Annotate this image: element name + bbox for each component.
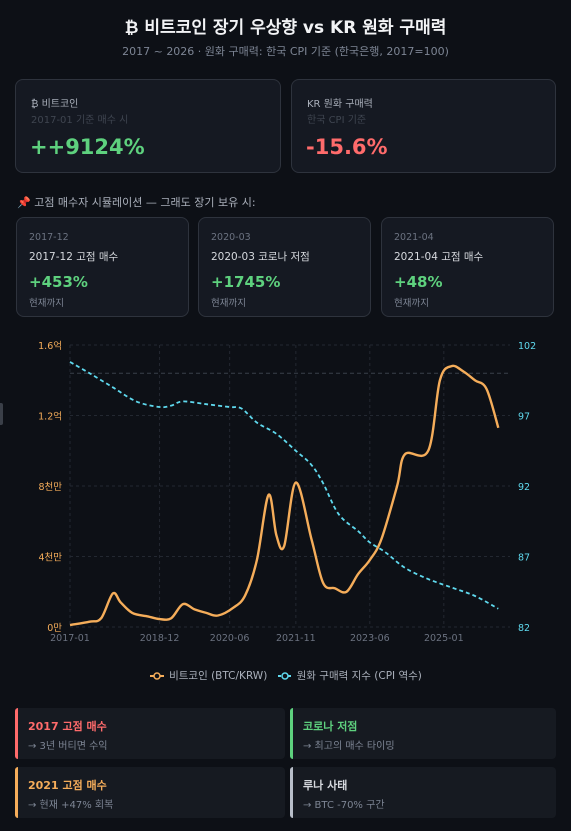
legend-item-krw[interactable]: 원화 구매력 지수 (CPI 역수)	[277, 668, 422, 683]
y-left-tick-label: 4천만	[38, 553, 62, 564]
page-subtitle: 2017 ~ 2026 · 원화 구매력: 한국 CPI 기준 (한국은행, 2…	[122, 45, 449, 58]
krw-summary-card: KR 원화 구매력 한국 CPI 기준 -15.6%	[291, 79, 556, 173]
krw-summary-sub: 한국 CPI 기준	[307, 115, 367, 126]
price-chart: 0만 82 4천만 87 8천만 92 1.2억 97 1.6억 102 2017-01 2018-1…	[38, 340, 536, 644]
krw-series-line	[69, 361, 499, 610]
krw-summary-value: -15.6%	[306, 135, 388, 159]
simulation-card: 2021-04 2021-04 고점 매수 +48% 현재까지	[381, 217, 554, 317]
krw-legend-icon	[277, 672, 292, 680]
krw-summary-label: KR 원화 구매력	[307, 99, 373, 110]
x-tick-label: 2020-06	[210, 633, 250, 644]
simulation-name: 2020-03 코로나 저점	[211, 251, 310, 263]
note-desc: → 최고의 매수 타이밍	[303, 741, 395, 752]
note-card: 2021 고점 매수 → 현재 +47% 회복	[15, 767, 285, 818]
btc-series-line	[69, 364, 500, 627]
legend-label-krw: 원화 구매력 지수 (CPI 역수)	[296, 670, 422, 682]
simulation-value: +453%	[29, 273, 88, 291]
x-tick-label: 2017-01	[50, 633, 90, 644]
note-title: 루나 사태	[303, 779, 348, 792]
legend-item-btc[interactable]: 비트코인 (BTC/KRW)	[149, 668, 267, 683]
bitcoin-summary-sub: 2017-01 기준 매수 시	[31, 115, 129, 126]
note-accent-bar	[15, 708, 18, 759]
simulation-date: 2020-03	[211, 232, 251, 243]
note-desc: → 3년 버티면 수익	[28, 741, 108, 752]
simulation-note: 현재까지	[211, 298, 246, 309]
x-tick-label: 2023-06	[350, 633, 390, 644]
btc-legend-icon	[150, 672, 165, 680]
note-accent-bar	[15, 767, 18, 818]
page-title: ₿ 비트코인 장기 우상향 vs KR 원화 구매력	[124, 18, 447, 38]
bitcoin-summary-value: ++9124%	[30, 135, 145, 159]
y-left-tick-label: 1.2억	[38, 411, 62, 423]
simulation-date: 2021-04	[394, 232, 434, 243]
simulation-date: 2017-12	[29, 232, 69, 243]
note-accent-bar	[290, 708, 293, 759]
side-handle[interactable]	[0, 403, 3, 425]
y-right-tick-label: 97	[518, 412, 530, 423]
bitcoin-summary-label: ₿ 비트코인	[31, 99, 79, 110]
y-right-tick-label: 92	[518, 482, 530, 493]
simulation-value: +1745%	[211, 273, 281, 291]
simulation-title: 📌 고점 매수자 시뮬레이션 — 그래도 장기 보유 시:	[17, 196, 256, 209]
simulation-note: 현재까지	[29, 298, 64, 309]
y-right-tick-label: 102	[518, 341, 536, 352]
note-title: 2021 고점 매수	[28, 779, 107, 792]
note-accent-bar	[290, 767, 293, 818]
y-left-tick-label: 8천만	[38, 482, 62, 493]
note-title: 코로나 저점	[303, 720, 358, 733]
bitcoin-summary-card: ₿ 비트코인 2017-01 기준 매수 시 ++9124%	[15, 79, 281, 173]
note-card: 루나 사태 → BTC -70% 구간	[290, 767, 556, 818]
y-left-tick-label: 0만	[47, 623, 62, 634]
simulation-card: 2020-03 2020-03 코로나 저점 +1745% 현재까지	[198, 217, 371, 317]
note-card: 코로나 저점 → 최고의 매수 타이밍	[290, 708, 556, 759]
y-left-tick-label: 1.6억	[38, 340, 62, 352]
legend-label-btc: 비트코인 (BTC/KRW)	[169, 670, 268, 682]
note-desc: → 현재 +47% 회복	[28, 800, 114, 811]
note-card: 2017 고점 매수 → 3년 버티면 수익	[15, 708, 285, 759]
simulation-card: 2017-12 2017-12 고점 매수 +453% 현재까지	[16, 217, 189, 317]
simulation-name: 2017-12 고점 매수	[29, 251, 119, 263]
y-right-tick-label: 87	[518, 553, 530, 564]
y-right-tick-label: 82	[518, 623, 530, 634]
simulation-note: 현재까지	[394, 298, 429, 309]
note-desc: → BTC -70% 구간	[303, 800, 385, 811]
x-tick-label: 2025-01	[424, 633, 464, 644]
simulation-name: 2021-04 고점 매수	[394, 251, 484, 263]
x-tick-label: 2021-11	[276, 633, 316, 644]
simulation-value: +48%	[394, 273, 443, 291]
x-tick-label: 2018-12	[140, 633, 180, 644]
chart-legend: 비트코인 (BTC/KRW) 원화 구매력 지수 (CPI 역수)	[0, 668, 571, 683]
note-title: 2017 고점 매수	[28, 720, 107, 733]
